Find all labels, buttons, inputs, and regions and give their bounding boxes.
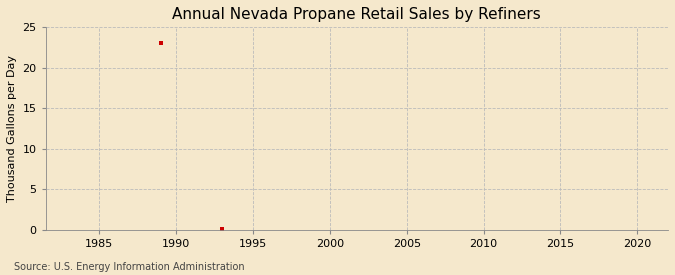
Text: Source: U.S. Energy Information Administration: Source: U.S. Energy Information Administ…: [14, 262, 244, 272]
Title: Annual Nevada Propane Retail Sales by Refiners: Annual Nevada Propane Retail Sales by Re…: [173, 7, 541, 22]
Y-axis label: Thousand Gallons per Day: Thousand Gallons per Day: [7, 55, 17, 202]
